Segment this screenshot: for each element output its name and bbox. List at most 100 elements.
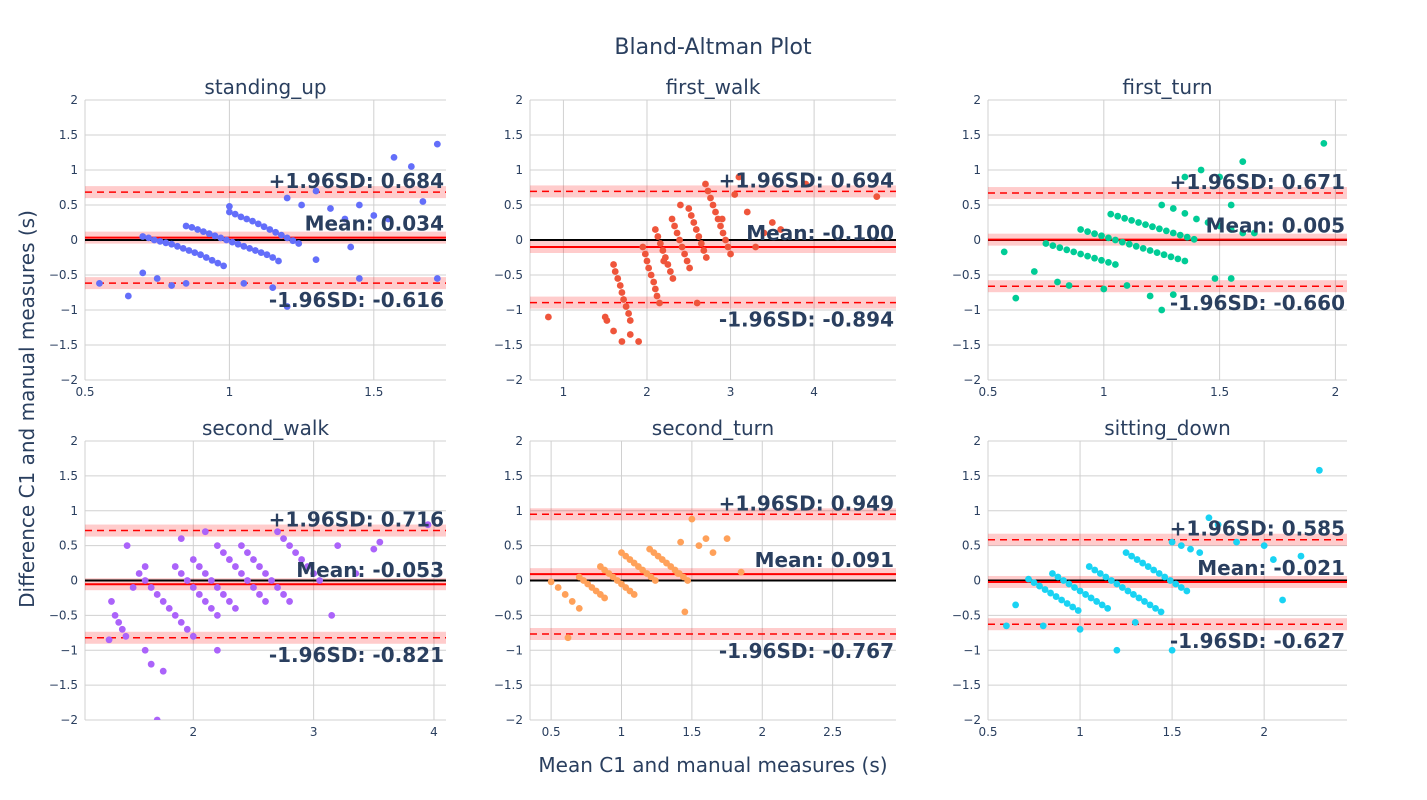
data-point (1121, 214, 1129, 222)
data-point (262, 570, 269, 577)
x-tick-label: 1.5 (364, 385, 383, 399)
y-tick-label: 1 (515, 504, 523, 518)
data-point (692, 226, 700, 233)
data-point (643, 257, 651, 265)
data-point (1216, 222, 1224, 230)
data-point (1211, 275, 1219, 282)
data-point (616, 282, 624, 289)
data-point (304, 563, 312, 570)
data-point (1107, 210, 1115, 218)
data-point (147, 660, 155, 668)
y-tick-label: 2 (515, 434, 523, 448)
data-point (269, 284, 277, 291)
data-point (1036, 582, 1043, 590)
data-point (641, 250, 649, 258)
data-point (243, 215, 251, 223)
data-point (635, 338, 643, 345)
data-point (622, 303, 630, 310)
data-point (277, 231, 285, 239)
data-point (1077, 250, 1085, 258)
y-tick-label: −1 (60, 303, 78, 317)
y-tick-label: 2 (70, 434, 78, 448)
data-point (712, 208, 719, 216)
data-point (328, 611, 336, 619)
data-point (610, 327, 617, 335)
data-point (564, 634, 572, 642)
data-point (1139, 245, 1147, 252)
data-point (1093, 598, 1101, 605)
data-point (231, 210, 239, 218)
data-point (217, 234, 225, 242)
data-point (295, 240, 303, 247)
data-point (159, 667, 167, 675)
data-point (1047, 589, 1054, 597)
x-tick-label: 1 (1076, 725, 1084, 739)
data-point (189, 584, 197, 591)
data-point (1105, 234, 1112, 242)
data-point (228, 238, 236, 246)
data-point (1054, 573, 1062, 581)
data-point (1239, 158, 1247, 166)
data-point (238, 570, 245, 577)
data-point (709, 201, 717, 209)
data-point (232, 605, 239, 612)
data-point (1087, 594, 1095, 602)
data-point (352, 570, 360, 577)
data-point (1135, 219, 1142, 226)
mean-label: Mean: -0.021 (1197, 556, 1345, 580)
data-point (695, 542, 703, 550)
data-point (208, 256, 216, 264)
data-point (1025, 575, 1032, 583)
data-point (650, 278, 658, 286)
data-point (1039, 622, 1047, 630)
data-point (205, 230, 213, 238)
data-point (96, 280, 103, 287)
y-tick-label: 1 (70, 163, 78, 177)
data-point (1150, 566, 1158, 574)
data-point (620, 296, 627, 303)
y-tick-label: 2 (515, 93, 523, 107)
y-tick-label: −1 (505, 643, 523, 657)
data-point (115, 618, 123, 626)
data-point (183, 577, 191, 584)
data-point (177, 570, 185, 577)
data-point (223, 236, 230, 244)
data-point (722, 236, 729, 244)
data-point (1227, 201, 1235, 209)
x-tick-label: 1.5 (1163, 725, 1182, 739)
data-point (768, 219, 776, 226)
data-point (1139, 559, 1147, 567)
ci-band (988, 280, 1347, 293)
data-point (697, 240, 705, 247)
data-point (257, 249, 265, 256)
data-point (1279, 596, 1286, 604)
data-point (327, 205, 334, 212)
data-point (165, 605, 173, 612)
data-point (202, 254, 210, 261)
data-point (1233, 538, 1240, 546)
subplot-second_turn: −2 −1.5 −1 −0.5 0 0.5 1 1.5 2 0.5 1 1.5 2 2.5 second_t… (494, 416, 896, 739)
y-tick-label: 1.5 (504, 128, 523, 142)
data-point (177, 535, 185, 543)
y-tick-label: −0.5 (952, 268, 981, 282)
data-point (272, 228, 280, 236)
y-tick-label: 0.5 (962, 198, 981, 212)
data-point (1269, 556, 1277, 563)
data-point (1111, 236, 1119, 244)
subplot-standing_up: −2 −1.5 −1 −0.5 0 0.5 1 1.5 2 0.5 1 1.5 standing_up +… (49, 75, 446, 399)
data-point (310, 570, 318, 577)
data-point (651, 285, 659, 293)
data-point (1216, 173, 1224, 181)
data-point (177, 618, 185, 626)
data-point (683, 257, 691, 265)
data-point (1176, 231, 1184, 239)
data-point (1111, 261, 1119, 268)
data-point (1160, 251, 1168, 259)
data-point (174, 242, 181, 250)
data-point (1098, 601, 1106, 609)
data-point (1113, 580, 1121, 588)
data-point (717, 222, 724, 230)
data-point (688, 515, 696, 523)
y-axis-label: Difference C1 and manual measures (s) (15, 210, 39, 608)
data-point (687, 212, 695, 219)
